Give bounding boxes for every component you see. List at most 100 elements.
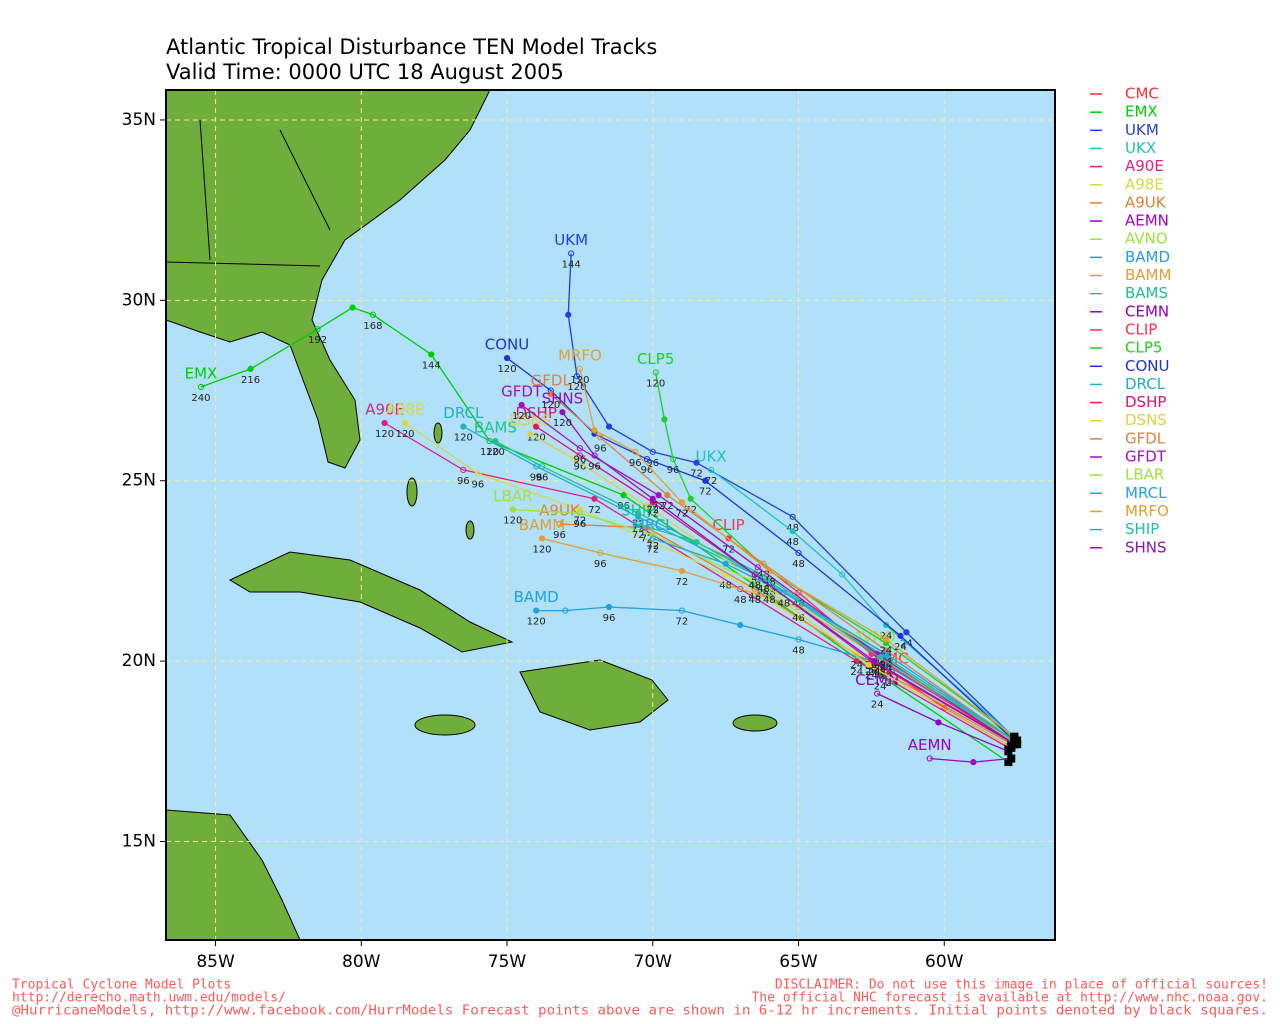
forecast-point <box>795 549 802 556</box>
forecast-point <box>766 585 773 593</box>
hour-label: 96 <box>574 454 587 465</box>
forecast-point <box>865 661 872 668</box>
legend-label: AVNO <box>1125 230 1168 248</box>
hour-label: 120 <box>570 375 589 386</box>
legend-label: DSHP <box>1125 393 1166 411</box>
legend-label: BAMS <box>1125 284 1168 302</box>
legend-label: CMC <box>1125 85 1159 103</box>
hour-label: 48 <box>719 581 732 592</box>
forecast-point <box>573 372 581 380</box>
hour-label: 72 <box>722 544 735 555</box>
hour-label: 96 <box>594 443 607 454</box>
legend-label: CONU <box>1125 357 1169 375</box>
hour-label: 120 <box>503 516 522 527</box>
subtitle: Valid Time: 0000 UTC 18 August 2005 <box>166 60 564 84</box>
hour-label: 72 <box>684 505 697 516</box>
legend-label: UKX <box>1125 139 1156 157</box>
footer-text: Tropical Cyclone Model Plots <box>12 978 231 993</box>
forecast-point <box>474 470 481 477</box>
hour-label: 72 <box>705 476 718 487</box>
hour-label: 72 <box>690 469 703 480</box>
hour-label: 96 <box>574 461 587 472</box>
hour-label: 24 <box>880 660 893 671</box>
forecast-point <box>766 567 773 575</box>
forecast-point <box>369 311 377 318</box>
hour-label: 120 <box>541 400 560 411</box>
forecast-point <box>565 311 572 318</box>
track-end-label: GFDL <box>531 372 572 390</box>
hour-label: 120 <box>553 418 572 429</box>
hour-label: 120 <box>454 433 473 444</box>
map-frame <box>165 89 1056 941</box>
hour-label: 72 <box>652 501 665 512</box>
hour-label: 24 <box>871 700 884 711</box>
forecast-point <box>693 538 700 546</box>
hour-label: 72 <box>574 516 587 527</box>
forecast-point <box>518 401 525 409</box>
track-end-label: UKX <box>696 447 727 465</box>
forecast-point <box>576 445 583 452</box>
legend-label: MRCL <box>1125 484 1167 502</box>
land <box>166 90 778 940</box>
legend-label: EMX <box>1125 103 1158 121</box>
forecast-point <box>871 658 878 665</box>
track-end-label: GFDT <box>501 382 543 400</box>
forecast-point <box>877 654 884 661</box>
legend-label: CEMN <box>1125 302 1169 320</box>
hour-label: 48 <box>763 595 776 606</box>
hour-label: 48 <box>757 584 770 595</box>
hour-label: 24 <box>868 667 881 678</box>
hour-label: 48 <box>792 645 805 656</box>
hour-label: 72 <box>646 508 659 519</box>
y-tick-label: 25N <box>122 471 156 491</box>
forecast-point <box>570 455 578 463</box>
hour-label: 120 <box>480 447 499 458</box>
forecast-point <box>547 391 554 398</box>
hour-label: 24 <box>871 660 884 671</box>
forecast-point <box>678 499 686 506</box>
track-end-label: DSNS <box>509 411 551 429</box>
forecast-point <box>678 607 686 614</box>
hour-label: 24 <box>900 638 913 649</box>
forecast-point <box>605 603 613 611</box>
track-end-label: BAMS <box>474 419 517 437</box>
hour-label: 96 <box>588 461 601 472</box>
forecast-point <box>597 434 604 441</box>
track-line <box>535 426 1015 745</box>
hour-label: 48 <box>748 595 761 606</box>
hour-label: 144 <box>422 360 441 371</box>
hour-label: 120 <box>646 378 665 389</box>
hour-label: 24 <box>874 664 887 675</box>
hour-label: 72 <box>661 501 674 512</box>
track-line <box>521 404 1015 745</box>
forecast-point <box>576 510 583 517</box>
forecast-point <box>970 759 977 766</box>
legend-label: LBAR <box>1125 466 1164 484</box>
hour-label: 24 <box>880 667 893 678</box>
forecast-point <box>401 419 409 427</box>
hour-label: 24 <box>865 671 878 682</box>
forecast-point <box>789 528 796 535</box>
forecast-point <box>649 535 656 542</box>
track-end-label: BAMM <box>519 516 565 534</box>
hour-label: 240 <box>191 393 210 404</box>
hour-label: 96 <box>603 613 616 624</box>
track-end-label: MRFO <box>558 346 602 364</box>
track-line <box>462 426 1015 742</box>
hour-label: 216 <box>241 375 260 386</box>
hour-label: 96 <box>457 476 470 487</box>
title: Atlantic Tropical Disturbance TEN Model … <box>166 35 657 59</box>
hour-label: 120 <box>567 382 586 393</box>
y-tick-label: 15N <box>122 832 156 852</box>
hour-label: 24 <box>850 660 863 671</box>
forecast-point <box>678 567 686 575</box>
hour-label: 144 <box>562 259 581 270</box>
initial-point <box>1007 754 1016 763</box>
forecast-point <box>349 304 356 311</box>
x-tick-label: 70W <box>634 952 673 972</box>
forecast-point <box>533 463 540 470</box>
forecast-point <box>533 607 540 614</box>
forecast-point <box>751 571 758 578</box>
track-end-label: LBAR <box>493 487 532 505</box>
forecast-point <box>576 365 583 372</box>
